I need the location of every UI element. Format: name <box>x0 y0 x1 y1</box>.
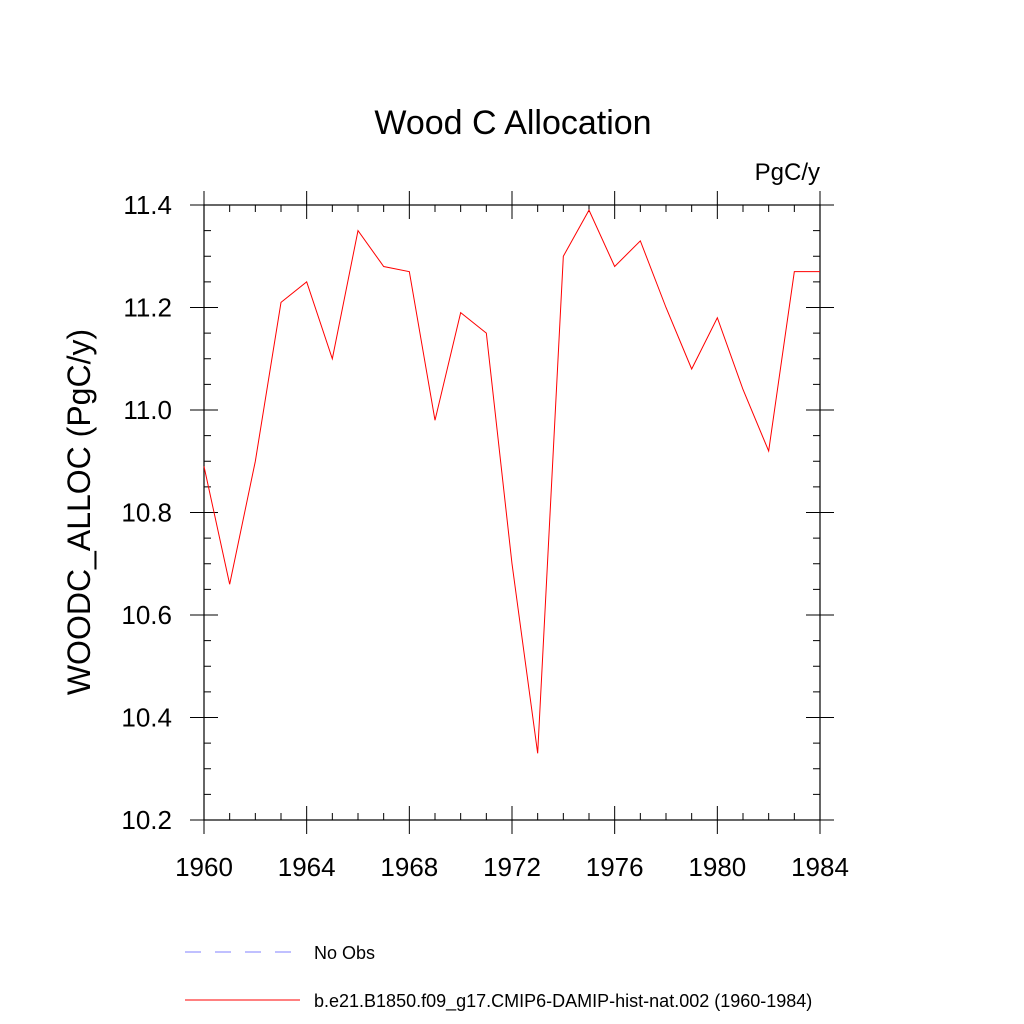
x-tick-label: 1968 <box>380 852 438 882</box>
y-tick-label: 11.4 <box>123 190 172 220</box>
y-tick-label: 11.2 <box>123 293 172 323</box>
x-tick-label: 1984 <box>791 852 849 882</box>
legend-label-1: b.e21.B1850.f09_g17.CMIP6-DAMIP-hist-nat… <box>314 991 812 1012</box>
y-axis-label: WOODC_ALLOC (PgC/y) <box>61 329 97 695</box>
series-line-1 <box>203 209 820 754</box>
y-tick-label: 10.4 <box>121 703 172 733</box>
x-tick-label: 1976 <box>586 852 644 882</box>
x-tick-label: 1964 <box>278 852 336 882</box>
y-tick-label: 10.6 <box>121 600 172 630</box>
tick-labels: 1960 1964 1968 1972 1976 1980 1984 10.2 10.4 10.6… <box>121 190 849 882</box>
axis-ticks <box>190 191 834 834</box>
legend: No Obs b.e21.B1850.f09_g17.CMIP6-DAMIP-hi… <box>185 943 812 1012</box>
y-tick-label: 10.2 <box>121 805 172 835</box>
plot-frame <box>203 204 821 821</box>
series-layer <box>203 209 820 754</box>
y-tick-label: 11.0 <box>123 395 172 425</box>
y-tick-label: 10.8 <box>121 498 172 528</box>
chart-title: Wood C Allocation <box>374 104 651 142</box>
x-tick-label: 1980 <box>688 852 746 882</box>
units-label: PgC/y <box>755 159 820 186</box>
x-tick-label: 1960 <box>175 852 233 882</box>
x-tick-label: 1972 <box>483 852 541 882</box>
legend-label-0: No Obs <box>314 943 375 963</box>
